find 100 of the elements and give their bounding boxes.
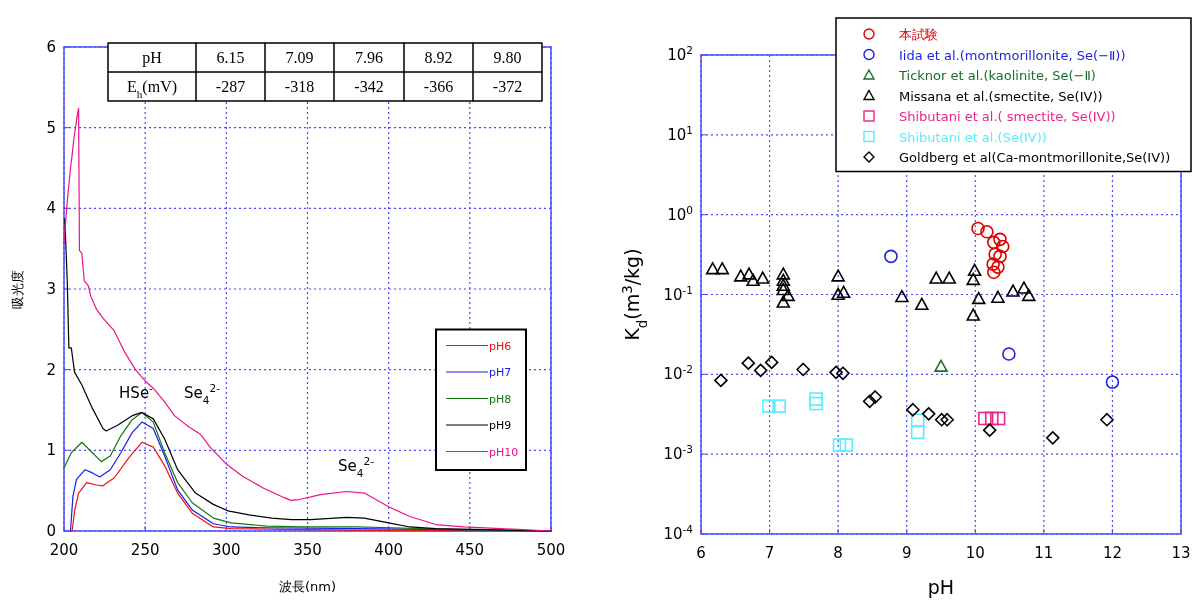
point [921, 407, 936, 421]
legend-label: Ticknor et al.(kaolinite, Se(−Ⅱ) [898, 68, 1096, 83]
y-tick-label: 10$^{-3}$ [663, 443, 693, 464]
x-tick-label: 450 [455, 541, 485, 559]
point [742, 267, 756, 280]
annotation: -366 [423, 78, 454, 95]
annotation: -318 [284, 78, 315, 95]
annotation: -372 [492, 78, 523, 95]
point [836, 366, 850, 381]
point [910, 413, 925, 428]
legend-label: Iida et al.(montmorillonite, Se(−Ⅱ)) [899, 47, 1126, 63]
point [986, 257, 1000, 271]
point [1006, 284, 1020, 297]
point [1017, 281, 1031, 294]
x-tick-label: 9 [901, 544, 912, 562]
point [987, 235, 1001, 250]
point [987, 265, 1001, 280]
x-tick-label: 13 [1171, 544, 1191, 562]
point [868, 390, 882, 404]
point [934, 412, 949, 427]
legend-label: pH9 [489, 419, 512, 432]
point [978, 411, 992, 426]
annotation: HSe$^{-}$ [119, 382, 154, 402]
point [995, 239, 1010, 254]
point [831, 269, 845, 282]
y-tick-label: 10$^{-4}$ [663, 523, 694, 543]
x-tick-label: 11 [1034, 544, 1054, 562]
point [967, 263, 982, 277]
point [993, 232, 1007, 247]
point [966, 308, 981, 321]
point [776, 278, 791, 291]
point [1100, 412, 1114, 427]
point [755, 271, 770, 284]
point [776, 282, 791, 296]
point [741, 356, 756, 370]
annotation: 9.80 [493, 49, 522, 66]
annotation: 7.09 [285, 49, 314, 66]
point [705, 261, 720, 275]
point [934, 359, 948, 372]
y-tick-label: 10$^{1}$ [667, 123, 693, 144]
annotation: pH [142, 49, 163, 67]
legend-label: pH8 [489, 392, 512, 406]
y-axis-title: 吸光度 [10, 269, 25, 309]
y-tick-label: 4 [46, 199, 56, 218]
point [832, 438, 847, 452]
point [971, 291, 986, 305]
point [776, 267, 791, 280]
x-tick-label: 350 [293, 541, 322, 559]
y-tick-label: 2 [46, 360, 56, 379]
x-tick-label: 250 [130, 541, 160, 559]
point [715, 261, 730, 275]
x-tick-label: 8 [833, 544, 843, 562]
annotation: 8.92 [424, 49, 453, 66]
point [942, 271, 957, 284]
point [1021, 288, 1036, 302]
legend-label: pH10 [489, 445, 519, 459]
point [993, 249, 1007, 264]
point [753, 363, 768, 378]
y-tick-label: 0 [46, 522, 56, 540]
point [764, 355, 779, 370]
y-tick-label: 1 [46, 441, 56, 460]
point [910, 425, 925, 440]
point [984, 411, 999, 426]
point [746, 273, 760, 287]
point [929, 271, 943, 284]
legend-label: 本試験 [899, 27, 938, 42]
x-tick-label: 6 [696, 544, 706, 562]
x-tick-label: 10 [965, 544, 985, 562]
point [1002, 347, 1016, 361]
legend-label: Goldberg et al(Ca-montmorillonite,Se(IV)) [899, 150, 1171, 165]
point [966, 272, 981, 286]
point [906, 402, 920, 417]
x-tick-label: 12 [1102, 544, 1122, 562]
x-tick-label: 300 [212, 541, 241, 559]
point [776, 295, 791, 308]
legend-label: pH7 [489, 366, 512, 379]
point [831, 287, 845, 301]
y-tick-label: 10$^{-1}$ [663, 283, 693, 304]
point [781, 288, 795, 302]
point [762, 399, 776, 413]
annotation: -342 [354, 78, 384, 95]
y-tick-label: 10$^{2}$ [667, 44, 693, 64]
point [940, 412, 954, 427]
x-tick-label: 200 [49, 541, 79, 559]
point [982, 423, 997, 437]
point [915, 297, 929, 311]
point [829, 365, 843, 380]
point [862, 394, 877, 409]
legend-label: Shibutani et al.(Se(IV)) [899, 129, 1047, 145]
legend-label: Shibutani et al.( smectite, Se(IV)) [899, 109, 1116, 124]
annotation: -287 [215, 78, 246, 95]
point [714, 373, 728, 388]
y-tick-label: 10$^{-2}$ [663, 363, 693, 384]
x-tick-label: 7 [764, 544, 775, 562]
point [836, 285, 851, 299]
x-tick-label: 500 [536, 541, 566, 559]
y-tick-label: 3 [46, 280, 56, 298]
point [991, 411, 1006, 426]
point [991, 290, 1005, 303]
x-axis-title: 波長(nm) [278, 579, 337, 594]
